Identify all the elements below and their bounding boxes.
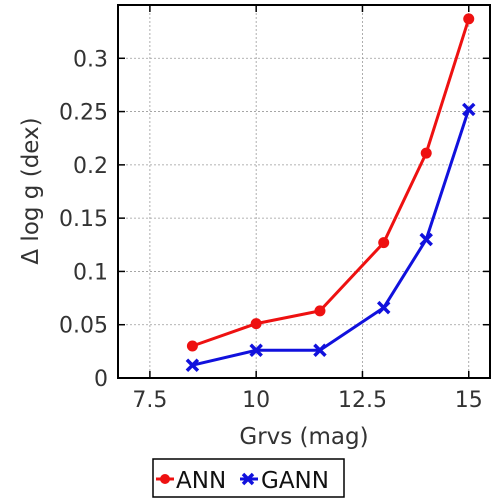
data-point (249, 343, 263, 358)
x-tick-label: 7.5 (132, 388, 167, 413)
y-tick-label: 0.2 (73, 154, 108, 179)
plot-frame (117, 4, 491, 379)
series-ann (186, 13, 475, 352)
data-point (313, 343, 327, 358)
data-point (185, 358, 200, 372)
y-tick-label: 0.1 (73, 260, 108, 285)
legend-ann-label: ANN (176, 468, 226, 494)
legend-ann-marker (160, 474, 170, 484)
series-layer (185, 13, 476, 372)
y-tick-label: 0.05 (59, 314, 108, 339)
x-axis-title: Grvs (mag) (239, 424, 368, 450)
data-point (463, 13, 475, 25)
data-point (419, 232, 433, 247)
series-line-gann (192, 108, 471, 367)
legend-gann-label: GANN (261, 468, 329, 494)
x-tick-label: 10 (242, 388, 270, 413)
data-point (186, 340, 198, 352)
legend-gann-marker (241, 472, 255, 486)
data-point (462, 102, 476, 117)
y-axis-title: Δ log g (dex) (18, 117, 44, 264)
x-tick-label: 15 (455, 388, 483, 413)
series-gann (185, 102, 476, 372)
data-point (376, 300, 391, 315)
legend: ANN GANN (152, 458, 345, 498)
data-point (314, 305, 326, 317)
data-point (378, 237, 390, 249)
data-point (420, 147, 432, 159)
x-tick-label: 12.5 (338, 388, 387, 413)
ticks: 7.5 10 12.5 15 0 0.05 0.1 0.15 0.2 0.25 0.3 (59, 5, 490, 413)
y-tick-label: 0.3 (73, 47, 108, 72)
y-tick-label: 0.15 (59, 207, 108, 232)
y-tick-label: 0.25 (59, 101, 108, 126)
y-tick-label: 0 (94, 367, 108, 392)
series-line-ann (191, 18, 471, 348)
grid (118, 5, 490, 378)
data-point (250, 318, 262, 330)
